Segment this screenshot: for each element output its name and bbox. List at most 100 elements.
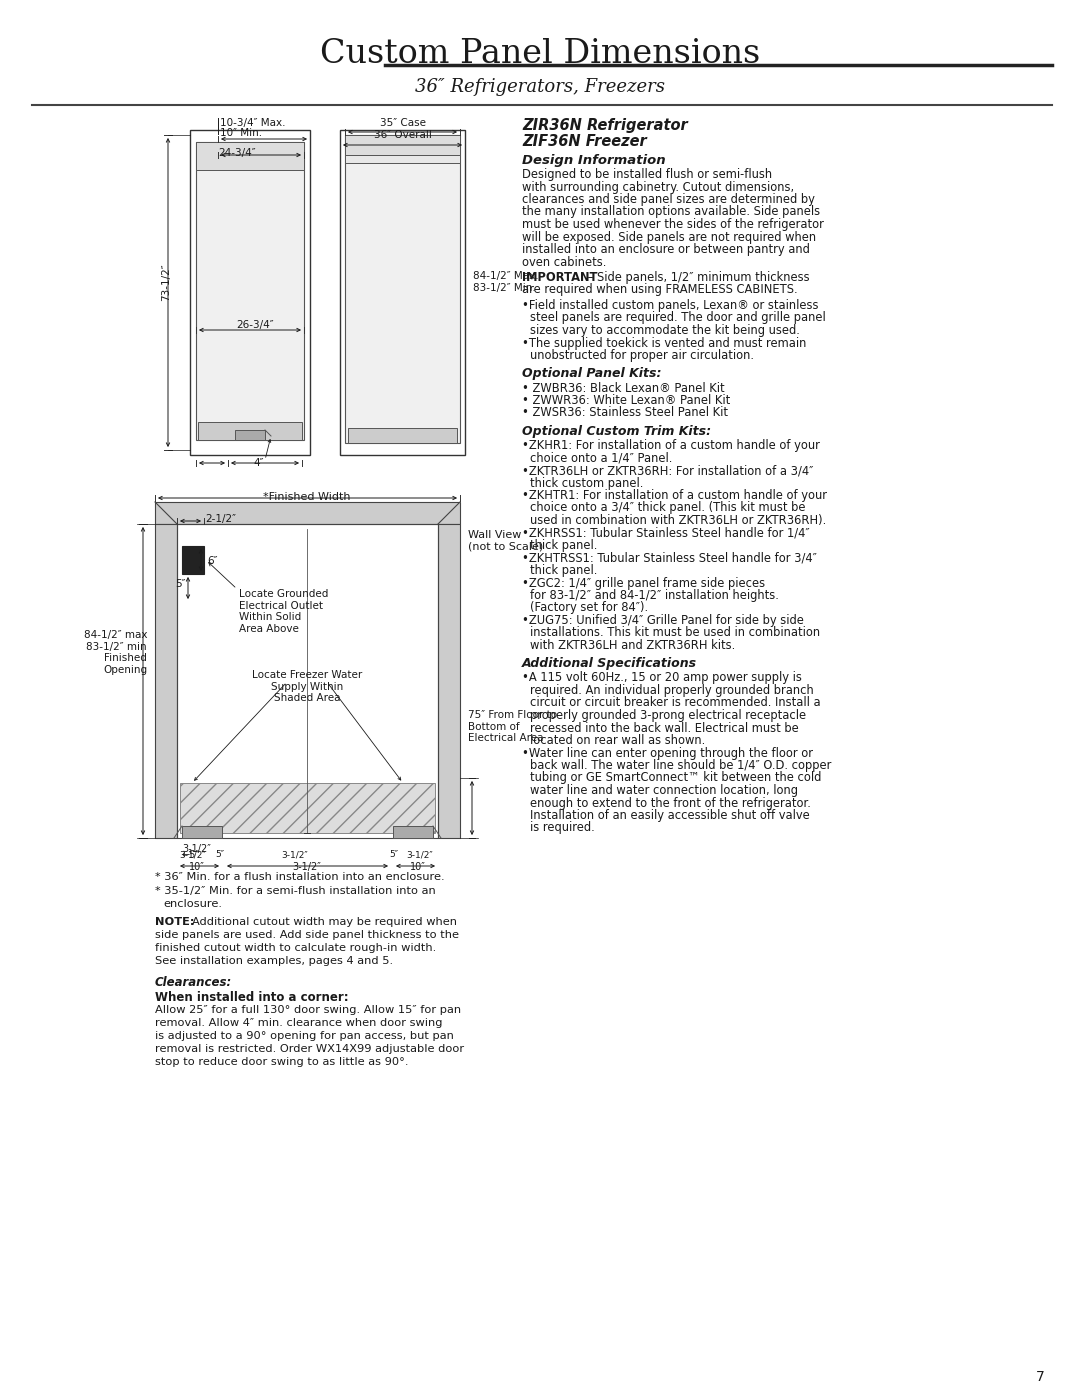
Text: • ZWSR36: Stainless Steel Panel Kit: • ZWSR36: Stainless Steel Panel Kit [522, 407, 728, 419]
Text: •ZKHR1: For installation of a custom handle of your: •ZKHR1: For installation of a custom han… [522, 439, 820, 453]
Bar [348, 427, 457, 443]
Text: 5″: 5″ [175, 578, 186, 590]
Bar [345, 136, 460, 155]
Text: unobstructed for proper air circulation.: unobstructed for proper air circulation. [530, 349, 754, 362]
Text: •ZKHTRSS1: Tubular Stainless Steel handle for 3/4″: •ZKHTRSS1: Tubular Stainless Steel handl… [522, 552, 816, 564]
Text: Clearances:: Clearances: [156, 977, 232, 989]
Text: recessed into the back wall. Electrical must be: recessed into the back wall. Electrical … [530, 721, 799, 735]
Bar [345, 155, 460, 163]
Text: •ZUG75: Unified 3/4″ Grille Panel for side by side: •ZUG75: Unified 3/4″ Grille Panel for si… [522, 615, 804, 627]
Text: installations. This kit must be used in combination: installations. This kit must be used in … [530, 626, 820, 640]
Text: circuit or circuit breaker is recommended. Install a: circuit or circuit breaker is recommende… [530, 697, 821, 710]
Text: will be exposed. Side panels are not required when: will be exposed. Side panels are not req… [522, 231, 816, 243]
Text: Additional Specifications: Additional Specifications [522, 658, 697, 671]
Text: 3-1/2″: 3-1/2″ [282, 849, 309, 859]
Text: • ZWBR36: Black Lexan® Panel Kit: • ZWBR36: Black Lexan® Panel Kit [522, 381, 725, 394]
Text: enclosure.: enclosure. [163, 900, 222, 909]
Text: 7: 7 [1036, 1370, 1044, 1384]
Text: 10″: 10″ [189, 862, 205, 872]
Text: 84-1/2″ max
83-1/2″ min
Finished
Opening: 84-1/2″ max 83-1/2″ min Finished Opening [83, 630, 147, 675]
Bar [345, 136, 460, 443]
Text: •ZKHTR1: For installation of a custom handle of your: •ZKHTR1: For installation of a custom ha… [522, 489, 827, 502]
Text: Designed to be installed flush or semi-flush: Designed to be installed flush or semi-f… [522, 168, 772, 182]
Text: 26-3/4″: 26-3/4″ [237, 320, 274, 330]
Text: ZIR36N Refrigerator: ZIR36N Refrigerator [522, 117, 688, 133]
Text: NOTE:: NOTE: [156, 916, 194, 928]
Text: Optional Panel Kits:: Optional Panel Kits: [522, 367, 661, 380]
Bar [180, 782, 435, 833]
Text: Additional cutout width may be required when: Additional cutout width may be required … [192, 916, 457, 928]
Text: clearances and side panel sizes are determined by: clearances and side panel sizes are dete… [522, 193, 815, 205]
Text: finished cutout width to calculate rough-in width.: finished cutout width to calculate rough… [156, 943, 436, 953]
Text: 84-1/2″ Max.
83-1/2″ Min.: 84-1/2″ Max. 83-1/2″ Min. [473, 271, 539, 293]
Text: 36″ Overall: 36″ Overall [374, 130, 431, 140]
Text: (Factory set for 84″).: (Factory set for 84″). [530, 602, 648, 615]
Text: •ZKTR36LH or ZKTR36RH: For installation of a 3/4″: •ZKTR36LH or ZKTR36RH: For installation … [522, 464, 813, 476]
Text: IMPORTANT: IMPORTANT [522, 271, 597, 284]
Text: Locate Freezer Water
Supply Within
Shaded Area: Locate Freezer Water Supply Within Shade… [252, 671, 362, 703]
Text: ZIF36N Freezer: ZIF36N Freezer [522, 134, 647, 149]
Text: ←5″: ←5″ [183, 849, 200, 861]
Text: Allow 25″ for a full 130° door swing. Allow 15″ for pan: Allow 25″ for a full 130° door swing. Al… [156, 1004, 461, 1016]
Bar [195, 142, 303, 170]
Text: for 83-1/2″ and 84-1/2″ installation heights.: for 83-1/2″ and 84-1/2″ installation hei… [530, 590, 779, 602]
Text: Installation of an easily accessible shut off valve: Installation of an easily accessible shu… [530, 809, 810, 821]
Text: required. An individual properly grounded branch: required. An individual properly grounde… [530, 685, 813, 697]
Text: stop to reduce door swing to as little as 90°.: stop to reduce door swing to as little a… [156, 1058, 408, 1067]
Text: choice onto a 1/4″ Panel.: choice onto a 1/4″ Panel. [530, 451, 673, 464]
Text: – Side panels, 1/2″ minimum thickness: – Side panels, 1/2″ minimum thickness [584, 271, 810, 284]
Text: thick custom panel.: thick custom panel. [530, 476, 644, 489]
Text: 3-1/2″: 3-1/2″ [183, 844, 211, 854]
Text: 3-1/2″: 3-1/2″ [406, 849, 433, 859]
Text: •Field installed custom panels, Lexan® or stainless: •Field installed custom panels, Lexan® o… [522, 299, 819, 312]
Bar [438, 524, 460, 838]
Bar [195, 142, 303, 440]
Text: Design Information: Design Information [522, 154, 665, 168]
Text: * 36″ Min. for a flush installation into an enclosure.: * 36″ Min. for a flush installation into… [156, 872, 445, 882]
Text: properly grounded 3-prong electrical receptacle: properly grounded 3-prong electrical rec… [530, 710, 806, 722]
Text: • ZWWR36: White Lexan® Panel Kit: • ZWWR36: White Lexan® Panel Kit [522, 394, 730, 407]
Text: 6″: 6″ [207, 556, 217, 566]
Text: used in combination with ZKTR36LH or ZKTR36RH).: used in combination with ZKTR36LH or ZKT… [530, 514, 826, 527]
Text: is adjusted to a 90° opening for pan access, but pan: is adjusted to a 90° opening for pan acc… [156, 1031, 454, 1041]
Text: 36″ Refrigerators, Freezers: 36″ Refrigerators, Freezers [415, 78, 665, 96]
Text: •Water line can enter opening through the floor or: •Water line can enter opening through th… [522, 746, 813, 760]
Text: located on rear wall as shown.: located on rear wall as shown. [530, 733, 705, 747]
Text: * 35-1/2″ Min. for a semi-flush installation into an: * 35-1/2″ Min. for a semi-flush installa… [156, 886, 435, 895]
Text: is required.: is required. [530, 821, 595, 834]
Text: 75″ From Floor to
Bottom of
Electrical Area: 75″ From Floor to Bottom of Electrical A… [468, 710, 557, 743]
Bar [393, 826, 433, 838]
Bar [198, 422, 302, 440]
Bar [340, 130, 465, 455]
Text: *Finished Width: *Finished Width [264, 492, 351, 502]
Text: Optional Custom Trim Kits:: Optional Custom Trim Kits: [522, 425, 711, 439]
Text: Wall View
(not to Scale): Wall View (not to Scale) [468, 529, 543, 552]
Text: thick panel.: thick panel. [530, 564, 597, 577]
Text: 4″: 4″ [254, 458, 265, 468]
Text: side panels are used. Add side panel thickness to the: side panels are used. Add side panel thi… [156, 930, 459, 940]
Text: 2-1/2″: 2-1/2″ [205, 514, 237, 524]
Text: water line and water connection location, long: water line and water connection location… [530, 784, 798, 798]
Text: with ZKTR36LH and ZKTR36RH kits.: with ZKTR36LH and ZKTR36RH kits. [530, 638, 735, 652]
Text: with surrounding cabinetry. Cutout dimensions,: with surrounding cabinetry. Cutout dimen… [522, 180, 794, 194]
Bar [190, 130, 310, 455]
Text: sizes vary to accommodate the kit being used.: sizes vary to accommodate the kit being … [530, 324, 800, 337]
Text: the many installation options available. Side panels: the many installation options available.… [522, 205, 820, 218]
Bar [156, 502, 460, 524]
Text: See installation examples, pages 4 and 5.: See installation examples, pages 4 and 5… [156, 956, 393, 965]
Text: 24-3/4″: 24-3/4″ [218, 148, 256, 158]
Text: 5″: 5″ [215, 849, 225, 859]
Text: When installed into a corner:: When installed into a corner: [156, 990, 349, 1004]
Text: are required when using FRAMELESS CABINETS.: are required when using FRAMELESS CABINE… [522, 284, 798, 296]
Text: 10″: 10″ [410, 862, 426, 872]
Bar [183, 826, 222, 838]
Text: 3-1/2″: 3-1/2″ [179, 849, 206, 859]
Text: Locate Grounded
Electrical Outlet
Within Solid
Area Above: Locate Grounded Electrical Outlet Within… [239, 590, 328, 634]
Text: thick panel.: thick panel. [530, 539, 597, 552]
Text: installed into an enclosure or between pantry and: installed into an enclosure or between p… [522, 243, 810, 256]
Bar [183, 546, 204, 574]
Text: enough to extend to the front of the refrigerator.: enough to extend to the front of the ref… [530, 796, 811, 809]
Text: removal. Allow 4″ min. clearance when door swing: removal. Allow 4″ min. clearance when do… [156, 1018, 443, 1028]
Bar [156, 524, 177, 838]
Text: 10″ Min.: 10″ Min. [220, 129, 262, 138]
